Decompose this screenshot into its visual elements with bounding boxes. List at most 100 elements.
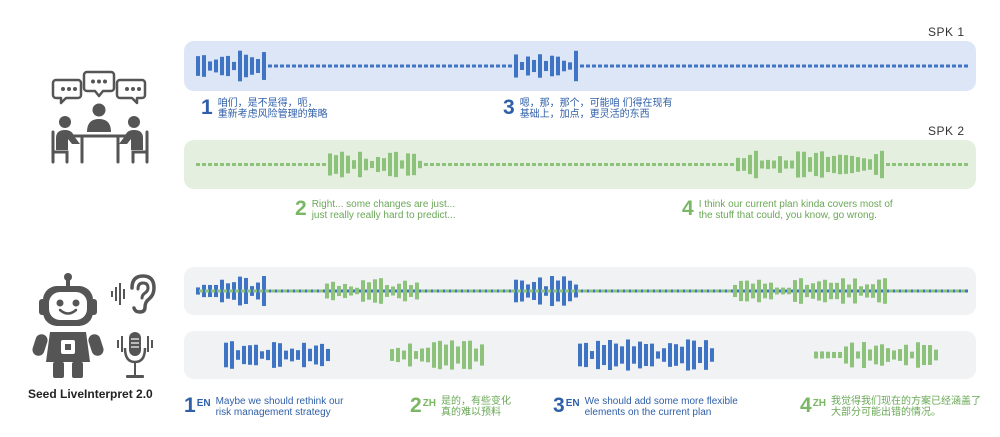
waveform-bar (505, 289, 509, 293)
waveform-bar (547, 289, 551, 293)
waveform-bar (718, 163, 722, 166)
waveform-bar (646, 64, 650, 68)
waveform-bar (706, 163, 710, 166)
waveform-bar (907, 289, 911, 293)
waveform-bar (247, 289, 251, 293)
waveform-bar (715, 289, 719, 293)
waveform-bar (421, 289, 425, 293)
waveform-bar (460, 64, 464, 68)
waveform-bar (526, 56, 530, 76)
waveform-bar (280, 289, 284, 293)
waveform-bar (328, 289, 332, 293)
waveform-bar (859, 286, 863, 296)
waveform-bar (662, 348, 666, 362)
waveform-bar (736, 64, 740, 68)
waveform-bar (736, 157, 740, 172)
waveform-bar (448, 163, 452, 166)
waveform-bar (538, 277, 542, 305)
waveform-bar (211, 289, 215, 293)
waveform-bar (487, 289, 491, 293)
waveform-bar (892, 350, 896, 360)
caption-number: 1 (201, 96, 213, 119)
waveform-bar (880, 289, 884, 293)
waveform-bar (700, 64, 704, 68)
waveform-bar (608, 339, 612, 371)
waveform-bar (278, 343, 282, 367)
waveform-bar (196, 163, 200, 166)
waveform-bar (748, 289, 752, 293)
waveform-bar (310, 64, 314, 68)
translation-number: 1EN (184, 394, 211, 417)
waveform-bar (346, 289, 350, 293)
waveform-bar (895, 289, 899, 293)
waveform-bar (748, 64, 752, 68)
waveform-bar (643, 289, 647, 293)
waveform-bar (772, 289, 776, 293)
waveform-bar (847, 284, 851, 298)
waveform-bar (415, 282, 419, 300)
translation-language: EN (565, 398, 580, 409)
waveform-bar (316, 64, 320, 68)
waveform-bar (634, 289, 638, 293)
waveform-bar (460, 163, 464, 166)
waveform-bar (232, 163, 236, 166)
waveform-bar (550, 163, 554, 166)
translation-number: 4ZH (800, 394, 827, 417)
waveform-bar (901, 289, 905, 293)
waveform-bar (644, 344, 648, 366)
waveform-bar (481, 289, 485, 293)
waveform-bar (826, 289, 830, 293)
waveform-bar (931, 289, 935, 293)
waveform-bar (409, 285, 413, 297)
waveform-bar (462, 341, 466, 369)
waveform-bar (862, 289, 866, 293)
waveform-bar (820, 289, 824, 293)
caption-number: 2 (295, 197, 307, 220)
waveform-bar (910, 289, 914, 293)
waveform-bar (922, 289, 926, 293)
waveform-bar (304, 64, 308, 68)
waveform-bar (454, 163, 458, 166)
waveform-bar (406, 64, 410, 68)
waveform-bar (880, 150, 884, 179)
waveform-bar (574, 284, 578, 298)
waveform-bar (952, 64, 956, 68)
waveform-bar (460, 289, 464, 293)
waveform-bar (913, 289, 917, 293)
waveform-bar (472, 163, 476, 166)
waveform-bar (598, 289, 602, 293)
waveform-bar (508, 163, 512, 166)
speaker-2-caption-2: 2 Right... some changes are just... just… (295, 197, 456, 221)
waveform-bar (832, 64, 836, 68)
waveform-bar (886, 64, 890, 68)
waveform-bar (601, 289, 605, 293)
waveform-bar (532, 163, 536, 166)
waveform-bar (208, 284, 212, 298)
waveform-bar (754, 289, 758, 293)
waveform-bar (739, 280, 743, 302)
waveform-bar (940, 289, 944, 293)
waveform-bar (445, 289, 449, 293)
waveform-bar (451, 289, 455, 293)
waveform-bar (238, 276, 242, 306)
waveform-bar (686, 339, 690, 371)
waveform-bar (328, 64, 332, 68)
waveform-bar (334, 64, 338, 68)
waveform-bar (448, 64, 452, 68)
waveform-bar (712, 289, 716, 293)
waveform-bar (620, 346, 624, 364)
caption-text: Right... some changes are just... just r… (311, 199, 456, 221)
waveform-bar (832, 351, 836, 359)
waveform-bar (583, 289, 587, 293)
waveform-bar (748, 154, 752, 175)
microphone-icon (115, 330, 155, 382)
waveform-bar (526, 284, 530, 298)
waveform-bar (438, 340, 442, 370)
waveform-bar (631, 289, 635, 293)
translation-text: We should add some more flexible element… (584, 396, 738, 418)
waveform-bar (466, 289, 470, 293)
waveform-bar (811, 283, 815, 299)
waveform-bar (721, 289, 725, 293)
waveform-bar (214, 163, 218, 166)
waveform-bar (514, 54, 518, 78)
